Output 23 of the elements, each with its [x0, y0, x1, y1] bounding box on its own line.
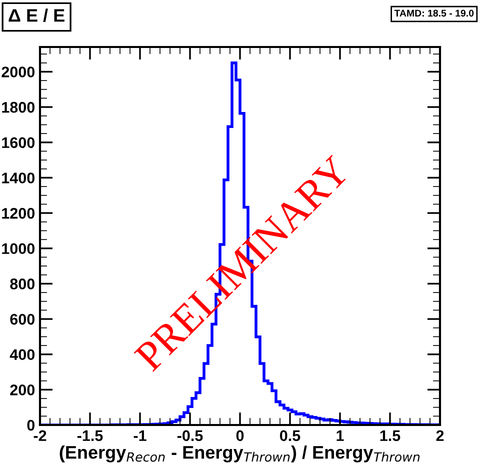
- x-tick-label: -1: [134, 430, 146, 441]
- y-tick-label: 200: [10, 384, 35, 396]
- y-tick-label: 1600: [2, 137, 35, 148]
- y-tick-label: 1000: [2, 243, 35, 254]
- y-tick-label: 1200: [2, 208, 35, 219]
- y-tick-label: 1400: [2, 172, 35, 184]
- x-tick-label: 0.5: [280, 430, 300, 442]
- text: TAMD: 18.5 - 19.0: [394, 10, 474, 17]
- y-tick-label: 800: [10, 278, 35, 290]
- y-tick-label: 400: [10, 349, 35, 360]
- x-tick-label: 1: [336, 430, 344, 441]
- chart-title: Δ E / E: [8, 8, 64, 22]
- x-tick-label: 0: [236, 430, 244, 442]
- x-tick-label: -1.5: [77, 430, 103, 442]
- x-tick-label: 1.5: [380, 430, 400, 442]
- x-tick-label: 2: [436, 430, 444, 441]
- x-tick-label: -0.5: [177, 430, 203, 442]
- y-tick-label: 2000: [2, 66, 35, 78]
- y-tick-label: 0: [27, 420, 35, 431]
- y-tick-label: 600: [10, 314, 35, 325]
- x-tick-label: -2: [34, 430, 46, 441]
- y-tick-label: 1800: [2, 102, 35, 113]
- x-axis-title: (Energy$_{Recon}$ - Energy$_{Thrown}$) / Energy$_{Thrown}$: [60, 445, 420, 462]
